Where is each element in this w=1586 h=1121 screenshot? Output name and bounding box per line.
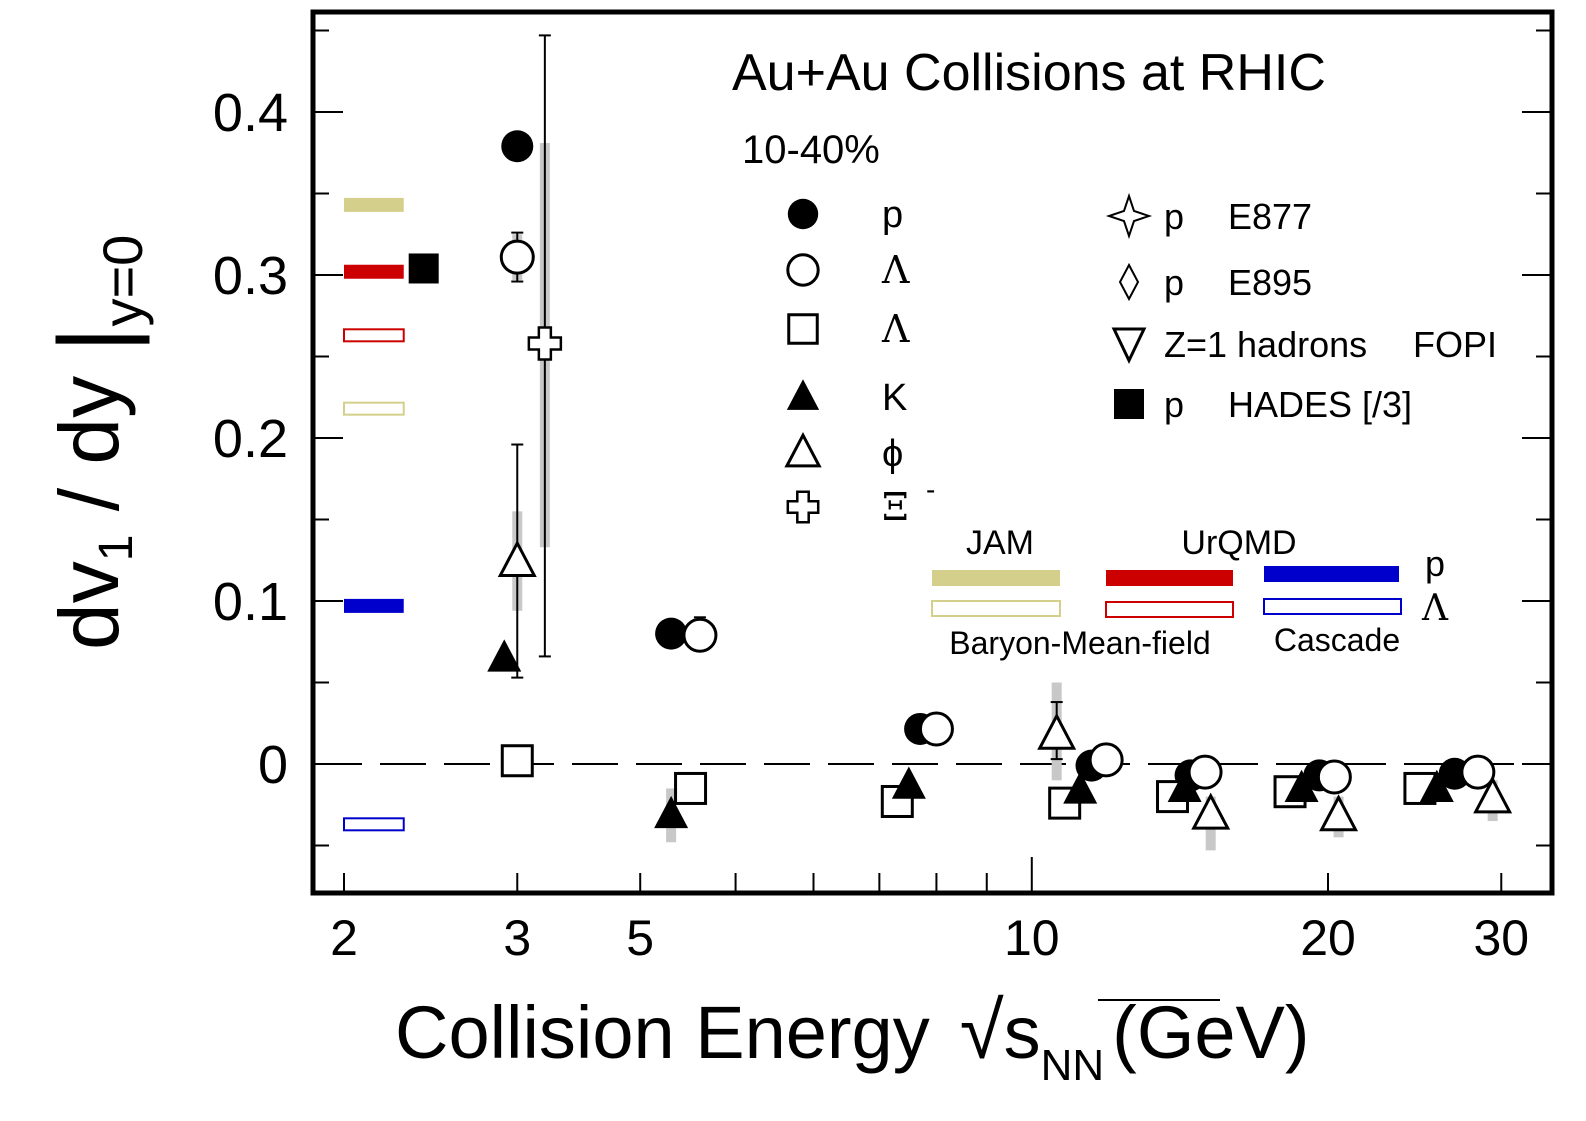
systematic-error-bands	[512, 142, 1498, 851]
data-points	[408, 130, 1513, 832]
data-point-triangle-filled	[487, 639, 522, 672]
y-tick-labels: 0.4 0.3 0.2 0.1 0	[213, 83, 288, 795]
legend-urqmd-lambda-bar	[1105, 601, 1234, 618]
model-bar-cascade-p	[344, 598, 404, 613]
y-tick-label: 0.1	[213, 572, 288, 632]
x-tick-labels: 2 3 5 10 20 30	[330, 910, 1529, 966]
legend-label-superscript: -	[926, 474, 935, 505]
y-tick-label: 0.4	[213, 83, 288, 143]
data-point-triangle-filled	[1284, 769, 1319, 803]
data-point-triangle-filled	[1167, 769, 1202, 803]
data-point-cross-open	[527, 326, 563, 361]
legend-marker-square-filled	[1114, 389, 1144, 419]
legend-marker-triangle-filled	[786, 379, 820, 410]
legend-experiment-label: FOPI	[1413, 324, 1497, 365]
legend-urqmd-p-bar	[1106, 570, 1233, 586]
data-point-square-open	[500, 744, 534, 778]
legend-marker-circle-filled	[787, 198, 819, 230]
data-point-circle-open	[1088, 742, 1124, 778]
x-tick-label: 3	[503, 910, 531, 966]
legend-label: ϕ	[882, 433, 903, 475]
data-point-square-open	[674, 771, 708, 805]
chart-subtitle: 10-40%	[742, 128, 880, 172]
model-bar-jam-p	[344, 197, 404, 212]
legend-cascade-label: Cascade	[1274, 622, 1400, 658]
data-point-circle-open	[499, 239, 535, 275]
data-point-square-filled	[408, 253, 439, 284]
legend-label: K	[882, 377, 907, 419]
data-point-circle-open	[918, 711, 954, 747]
legend-marker-diamond-open	[1118, 262, 1140, 302]
data-point-triangle-open	[1473, 776, 1513, 814]
legend-mean-field-label: Baryon-Mean-field	[949, 625, 1210, 661]
legend-experiment-label: E877	[1228, 196, 1312, 237]
y-tick-label: 0	[258, 735, 288, 795]
legend-models: JAM UrQMD p Λ Baryon-Mean-field Cascade	[931, 524, 1449, 661]
legend-experiment-label: E895	[1228, 262, 1312, 303]
data-point-triangle-open	[1319, 794, 1359, 832]
model-bars	[343, 197, 405, 832]
model-bar-jam-lambda	[343, 401, 405, 416]
legend-marker-cross-open	[786, 490, 820, 524]
legend-marker-triangle-down-open	[1111, 327, 1147, 364]
model-bar-urqmd-lambda	[343, 328, 405, 343]
legend-experiments: p E877 p E895 Z=1 hadrons FOPI p HADES [/3]	[1105, 192, 1497, 425]
data-point-triangle-open	[1037, 712, 1077, 750]
data-point-circle-filled	[501, 130, 534, 163]
data-point-circle-open	[1460, 754, 1496, 790]
legend-label: Ξ	[882, 485, 909, 529]
y-tick-label: 0.2	[213, 409, 288, 469]
x-axis-label: Collision Energy √sNN (GeV)	[395, 986, 1310, 1090]
x-tick-label: 5	[626, 910, 654, 966]
legend-marker-square-open	[787, 313, 819, 345]
legend-jam-p-bar	[932, 570, 1060, 586]
data-point-triangle-filled	[1419, 769, 1454, 803]
data-point-triangle-filled	[1063, 771, 1098, 804]
model-bar-urqmd-p	[344, 264, 404, 279]
legend-particle-label: Z=1 hadrons	[1164, 324, 1367, 365]
data-point-triangle-open	[497, 539, 537, 577]
plot-frame	[310, 9, 1555, 896]
data-point-triangle-filled	[891, 766, 926, 799]
legend-jam-label: JAM	[966, 524, 1034, 562]
legend-model-p-label: p	[1425, 543, 1445, 584]
legend-marker-circle-open	[786, 253, 820, 287]
data-point-triangle-open	[1191, 792, 1231, 830]
legend-particle-label: p	[1164, 262, 1184, 303]
y-axis-label: dv1 / dy |y=0	[38, 235, 154, 650]
legend-experiment-label: HADES [/3]	[1228, 384, 1412, 425]
legend-particle-label: p	[1164, 384, 1184, 425]
legend-label: p	[882, 194, 903, 236]
legend-particle-label: p	[1164, 196, 1184, 237]
data-point-triangle-filled	[654, 795, 689, 829]
chart-title: Au+Au Collisions at RHIC	[732, 44, 1326, 102]
legend-label: Λ	[881, 248, 910, 292]
x-tick-label: 2	[330, 910, 358, 966]
data-point-circle-filled	[655, 617, 688, 650]
data-point-circle-open	[1316, 759, 1352, 795]
data-point-circle-open	[1187, 754, 1223, 790]
x-tick-label: 10	[1004, 910, 1060, 966]
legend-cascade-lambda-bar	[1263, 598, 1402, 615]
legend-urqmd-label: UrQMD	[1181, 524, 1296, 562]
data-point-circle-open	[682, 617, 718, 653]
legend-cascade-p-bar	[1264, 566, 1399, 582]
legend-marker-triangle-open	[784, 432, 822, 468]
y-tick-label: 0.3	[213, 246, 288, 306]
model-bar-cascade-lambda	[343, 817, 405, 832]
x-tick-label: 30	[1473, 910, 1529, 966]
legend-model-lambda-label: Λ	[1421, 588, 1449, 629]
legend-jam-lambda-bar	[931, 600, 1061, 617]
x-tick-label: 20	[1300, 910, 1356, 966]
legend-label: Λ	[881, 307, 910, 351]
legend-marker-star-open	[1105, 192, 1153, 240]
